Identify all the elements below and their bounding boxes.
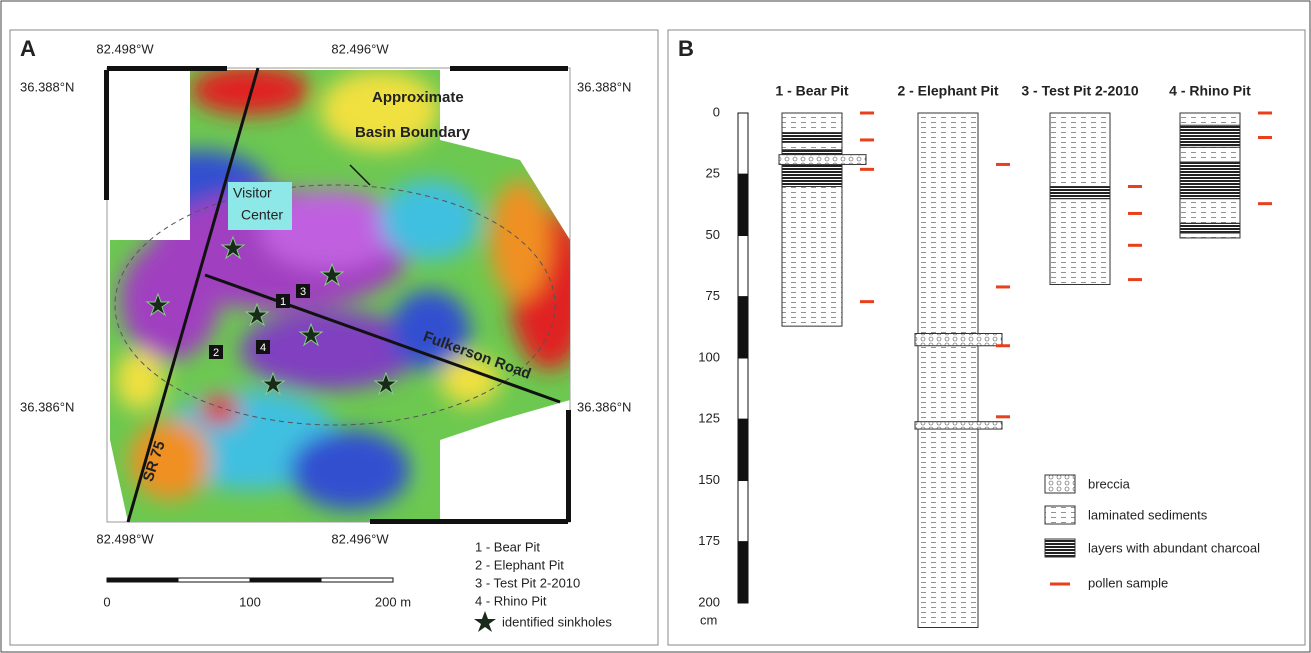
depth-unit: cm: [700, 612, 717, 627]
charcoal-layer: [781, 132, 843, 143]
depth-scale-segment: [737, 357, 749, 420]
depth-scale-segment: [737, 173, 749, 236]
depth-tick-label: 25: [706, 166, 720, 181]
depth-scale-segment: [737, 112, 749, 175]
legend-text: layers with abundant charcoal: [1088, 540, 1260, 555]
depth-scale-segment: [737, 541, 749, 604]
column-title: 2 - Elephant Pit: [897, 83, 998, 99]
breccia-layer: [914, 421, 1003, 430]
depth-tick-label: 125: [698, 411, 720, 426]
scale-bar: [106, 577, 394, 583]
coord-label: 36.388°N: [20, 79, 74, 94]
coord-label: 82.496°W: [331, 41, 389, 56]
map-label: Basin Boundary: [355, 124, 471, 141]
column-title: 3 - Test Pit 2-2010: [1021, 83, 1138, 99]
column-title: 4 - Rhino Pit: [1169, 83, 1251, 99]
stratigraphy: 0 25 50 75 100 125 150 175 200 cm 1 - Bear Pit 2 - …: [698, 83, 1272, 628]
depth-scale-segment: [737, 480, 749, 543]
scale-label: 0: [103, 594, 110, 609]
charcoal-layer: [1179, 222, 1241, 234]
legend-text: identified sinkholes: [502, 614, 612, 629]
depth-tick-label: 100: [698, 349, 720, 364]
charcoal-layer: [1179, 161, 1241, 200]
legend-text: 4 - Rhino Pit: [475, 593, 547, 608]
legend-text: 3 - Test Pit 2-2010: [475, 575, 580, 590]
legend-text: breccia: [1088, 476, 1131, 491]
map-label: Visitor: [233, 185, 272, 201]
depth-scale-segment: [737, 418, 749, 481]
breccia-layer: [778, 154, 867, 165]
scale-label: 200 m: [375, 594, 411, 609]
depth-tick-label: 150: [698, 472, 720, 487]
legend-symbol: [1044, 474, 1076, 494]
column-title: 1 - Bear Pit: [775, 83, 848, 99]
panel-a-border: [9, 29, 659, 646]
coord-label: 82.498°W: [96, 531, 154, 546]
legend-text: laminated sediments: [1088, 507, 1208, 522]
depth-scale-segment: [737, 296, 749, 359]
charcoal-layer: [1049, 186, 1111, 200]
depth-tick-label: 75: [706, 288, 720, 303]
legend-text: pollen sample: [1088, 575, 1168, 590]
depth-tick-label: 200: [698, 594, 720, 609]
pit-marker: 4: [260, 342, 266, 354]
depth-tick-label: 175: [698, 533, 720, 548]
breccia-layer: [914, 333, 1003, 347]
map-label: Approximate: [372, 89, 464, 106]
column: [781, 112, 843, 327]
panel-b-border: [667, 29, 1306, 646]
coord-label: 82.498°W: [96, 41, 154, 56]
coord-label: 82.496°W: [331, 531, 389, 546]
scale-label: 100: [239, 594, 261, 609]
depth-tick-label: 50: [706, 227, 720, 242]
column: [917, 112, 979, 628]
panel-label: B: [678, 36, 694, 61]
depth-tick-label: 0: [713, 104, 720, 119]
depth-scale-segment: [737, 235, 749, 298]
panel-label: A: [20, 36, 36, 61]
legend-star: [474, 611, 496, 632]
pit-marker: 1: [280, 296, 286, 308]
legend-text: 2 - Elephant Pit: [475, 557, 564, 572]
legend-symbol: [1044, 538, 1076, 558]
coord-label: 36.386°N: [577, 399, 631, 414]
coord-label: 36.388°N: [577, 79, 631, 94]
coord-label: 36.386°N: [20, 399, 74, 414]
legend-text: 1 - Bear Pit: [475, 539, 540, 554]
map-label: Center: [241, 207, 283, 223]
pit-marker: 3: [300, 286, 306, 298]
pit-marker: 2: [213, 347, 219, 359]
charcoal-layer: [1179, 124, 1241, 148]
legend-symbol: [1044, 505, 1076, 525]
map: [104, 66, 571, 524]
